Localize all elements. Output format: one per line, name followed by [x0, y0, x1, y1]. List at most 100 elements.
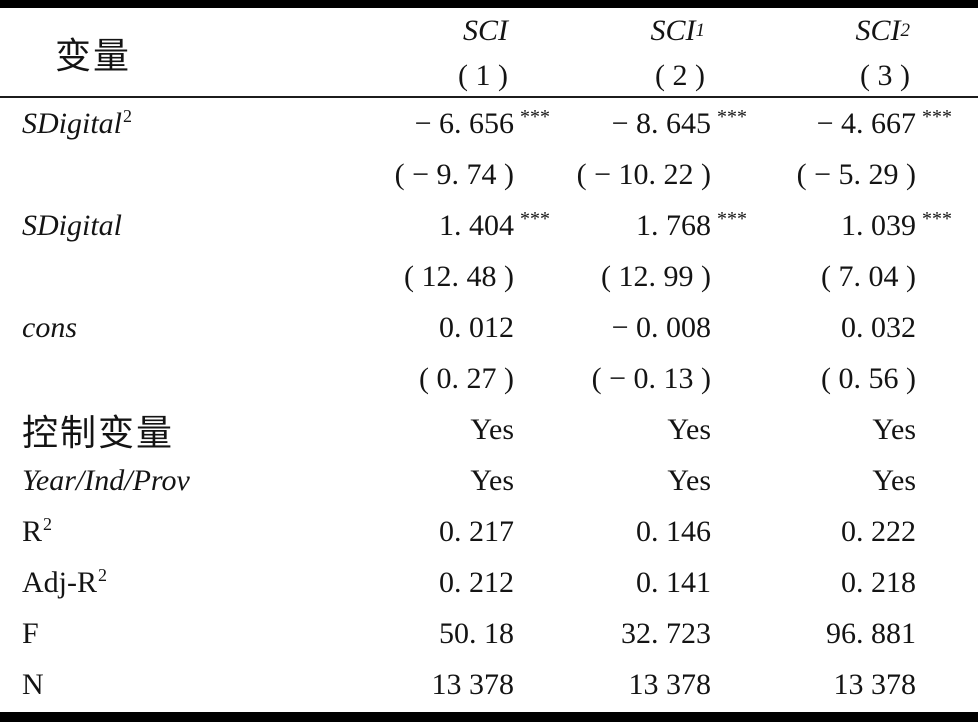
value-text: − 4. 667: [816, 106, 916, 140]
significance-slot: ***: [514, 208, 558, 244]
value-text: 1. 768: [636, 208, 711, 242]
yes-cell: Yes: [755, 413, 960, 447]
row-label-text: R: [22, 515, 43, 548]
coefficient-cell: − 8. 645 ***: [558, 106, 755, 142]
column-name-text: SCI: [650, 13, 696, 47]
stat-cell: 96. 881: [755, 617, 960, 651]
value-text: − 0. 008: [611, 310, 711, 344]
table-row-cons-tstat: ( 0. 27 ) ( − 0. 13 ) ( 0. 56 ): [0, 353, 978, 404]
tstat-cell: ( 0. 27 ): [335, 362, 558, 396]
table-row-sdigital-tstat: ( 12. 48 ) ( 12. 99 ) ( 7. 04 ): [0, 251, 978, 302]
row-label-text: SDigital: [22, 107, 123, 140]
row-label-text: cons: [22, 310, 77, 344]
column-name-subscript: 1: [695, 19, 706, 41]
coefficient-cell: 0. 012: [335, 311, 558, 345]
model-number: ( 1 ): [458, 58, 508, 92]
value-text: 0. 222: [841, 514, 916, 548]
coefficient-cell: 1. 404 ***: [335, 208, 558, 244]
significance-stars: ***: [520, 207, 550, 230]
value-text: ( 0. 27 ): [419, 361, 514, 395]
row-label-text: Adj-R: [22, 566, 97, 599]
table-row-sdigital2-tstat: ( − 9. 74 ) ( − 10. 22 ) ( − 5. 29 ): [0, 149, 978, 200]
row-label: N: [0, 668, 335, 702]
value-text: Yes: [872, 463, 916, 497]
value-text: 32. 723: [621, 616, 711, 650]
significance-slot: ***: [711, 208, 755, 244]
value-text: Yes: [872, 413, 916, 446]
value-text: 0. 212: [439, 565, 514, 599]
column-name: SCI 1: [651, 8, 706, 53]
row-label: cons: [0, 311, 335, 345]
tstat-cell: ( − 0. 13 ): [558, 362, 755, 396]
table-row-controls: 控制变量 Yes Yes Yes: [0, 404, 978, 455]
model-number: ( 3 ): [860, 58, 910, 92]
value-text: ( − 5. 29 ): [796, 157, 916, 191]
column-name-subscript: 2: [900, 19, 911, 41]
column-header-sci1: SCI 1 ( 2 ): [558, 8, 755, 98]
significance-stars: ***: [717, 105, 747, 128]
table-body: SDigital2 − 6. 656 *** − 8. 645 *** − 4. 6…: [0, 98, 978, 712]
value-text: ( 0. 56 ): [821, 361, 916, 395]
row-label: SDigital: [0, 209, 335, 243]
row-label-superscript: 2: [43, 514, 53, 534]
value-text: ( − 0. 13 ): [591, 361, 711, 395]
row-label: Adj-R2: [0, 565, 335, 600]
coefficient-cell: − 6. 656 ***: [335, 106, 558, 142]
value-text: ( − 9. 74 ): [394, 157, 514, 191]
significance-stars: ***: [922, 207, 952, 230]
value-text: Yes: [470, 463, 514, 497]
tstat-cell: ( − 10. 22 ): [558, 158, 755, 192]
table-header: 变量 SCI ( 1 ) SCI 1 ( 2 ) SCI 2 ( 3 ): [0, 8, 978, 98]
table-row-fixed-effects: Year/Ind/Prov Yes Yes Yes: [0, 455, 978, 506]
stat-cell: 13 378: [335, 668, 558, 702]
stat-cell: 0. 217: [335, 515, 558, 549]
stat-cell: 0. 218: [755, 566, 960, 600]
stat-cell: 0. 141: [558, 566, 755, 600]
value-text: Yes: [470, 413, 514, 446]
tstat-cell: ( − 9. 74 ): [335, 158, 558, 192]
tstat-cell: ( 12. 99 ): [558, 260, 755, 294]
row-label-text: SDigital: [22, 208, 123, 242]
tstat-cell: ( 12. 48 ): [335, 260, 558, 294]
table-row-sdigital2-coef: SDigital2 − 6. 656 *** − 8. 645 *** − 4. 6…: [0, 98, 978, 149]
row-label: R2: [0, 514, 335, 549]
value-text: 0. 146: [636, 514, 711, 548]
significance-slot: ***: [916, 208, 960, 244]
table-row-n: N 13 378 13 378 13 378: [0, 659, 978, 710]
row-label: Year/Ind/Prov: [0, 464, 335, 498]
value-text: 0. 032: [841, 310, 916, 344]
stat-cell: 32. 723: [558, 617, 755, 651]
stat-cell: 0. 222: [755, 515, 960, 549]
value-text: 0. 141: [636, 565, 711, 599]
value-text: Yes: [667, 413, 711, 446]
variable-column-header: 变量: [0, 8, 335, 98]
stat-cell: 0. 212: [335, 566, 558, 600]
coefficient-cell: 1. 039 ***: [755, 208, 960, 244]
row-label: F: [0, 617, 335, 651]
column-name: SCI: [463, 8, 508, 53]
column-name-text: SCI: [855, 13, 901, 47]
value-text: 0. 012: [439, 310, 514, 344]
coefficient-cell: 0. 032: [755, 311, 960, 345]
yes-cell: Yes: [335, 413, 558, 447]
column-name-text: SCI: [463, 13, 508, 47]
row-label: SDigital2: [0, 106, 335, 141]
yes-cell: Yes: [558, 413, 755, 447]
variable-header-text: 变量: [55, 36, 132, 76]
value-text: ( 12. 99 ): [601, 259, 711, 293]
column-header-sci2: SCI 2 ( 3 ): [755, 8, 960, 98]
value-text: 13 378: [833, 667, 917, 701]
yes-cell: Yes: [335, 464, 558, 498]
significance-stars: ***: [922, 105, 952, 128]
significance-stars: ***: [520, 105, 550, 128]
significance-slot: ***: [711, 106, 755, 142]
table-row-cons-coef: cons 0. 012 − 0. 008 0. 032: [0, 302, 978, 353]
value-text: 13 378: [628, 667, 712, 701]
value-text: 96. 881: [826, 616, 916, 650]
row-label-superscript: 2: [123, 106, 133, 126]
coefficient-cell: − 0. 008: [558, 311, 755, 345]
stat-cell: 0. 146: [558, 515, 755, 549]
row-label-text: Year/Ind/Prov: [22, 463, 190, 497]
row-label-superscript: 2: [98, 565, 107, 585]
